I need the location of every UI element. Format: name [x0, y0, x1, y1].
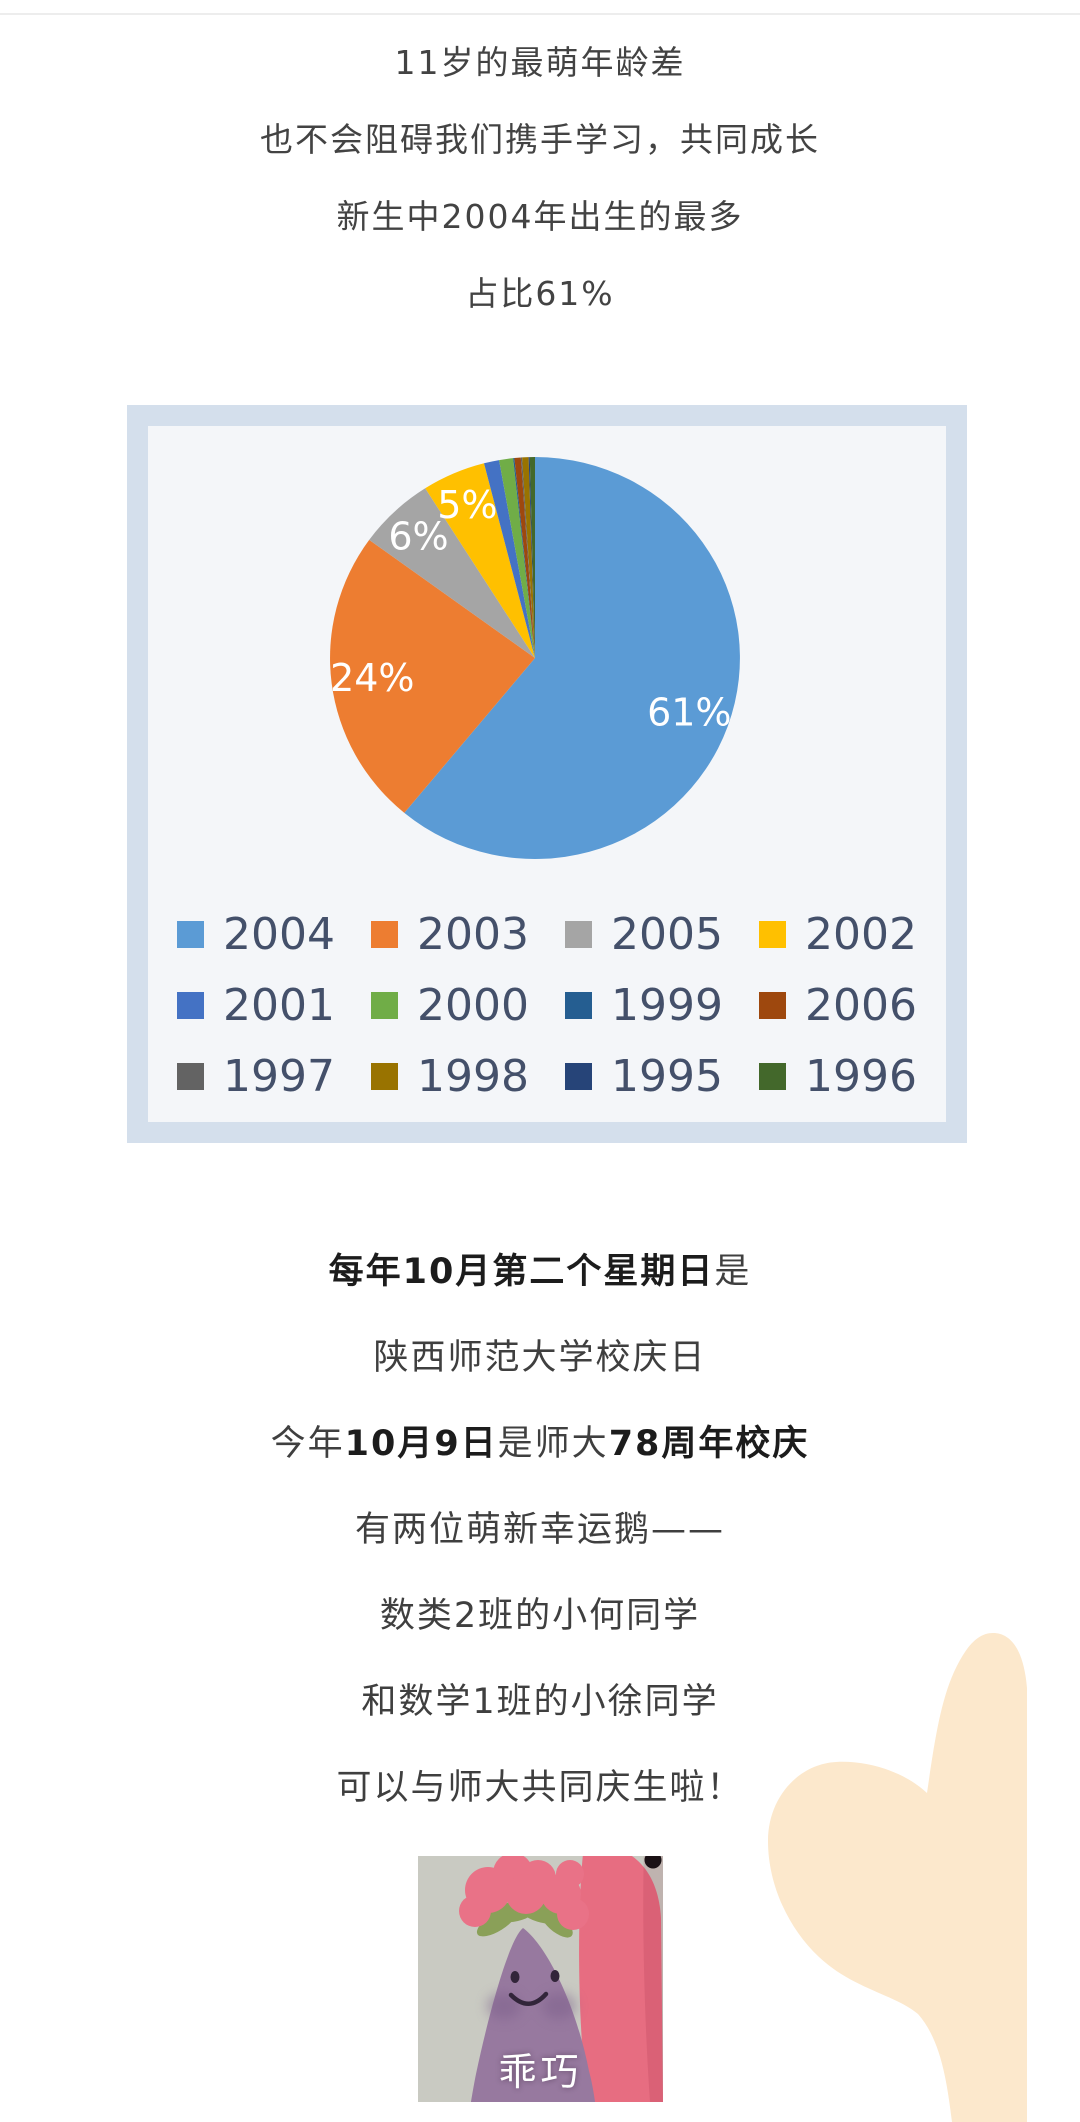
companion-plush — [579, 1856, 663, 2102]
legend-item-2005: 2005 — [565, 909, 759, 960]
intro-line: 也不会阻碍我们携手学习，共同成长 — [260, 120, 820, 159]
story-run: 今年 — [270, 1424, 345, 1464]
pie-slice-1997 — [520, 457, 535, 658]
blob-shape — [768, 1633, 1027, 2122]
legend-label: 2001 — [223, 980, 335, 1031]
story-run-bold: 每年10月第二个星期日 — [328, 1252, 715, 1292]
legend-swatch — [565, 921, 592, 948]
story-paragraph: 每年10月第二个星期日是陕西师范大学校庆日今年10月9日是师大78周年校庆有两位… — [0, 1229, 1080, 1831]
legend-label: 2006 — [805, 980, 917, 1031]
pie-slice-2004 — [404, 457, 740, 859]
pie-slice-1995 — [528, 457, 535, 658]
story-run-bold: 78周年校庆 — [608, 1424, 810, 1464]
legend-label: 2003 — [417, 909, 529, 960]
legend-item-2002: 2002 — [759, 909, 953, 960]
eggplant-body — [471, 1928, 595, 2102]
pie-slice-1998 — [522, 457, 535, 658]
legend-item-1997: 1997 — [177, 1051, 371, 1102]
story-run: 有两位萌新幸运鹅—— — [354, 1510, 725, 1550]
companion-shading — [643, 1856, 663, 2102]
legend-item-2001: 2001 — [177, 980, 371, 1031]
legend-swatch — [565, 992, 592, 1019]
story-line: 陕西师范大学校庆日 — [0, 1315, 1080, 1401]
legend-label: 2000 — [417, 980, 529, 1031]
legend-swatch — [371, 1063, 398, 1090]
legend-item-2003: 2003 — [371, 909, 565, 960]
legend-label: 2004 — [223, 909, 335, 960]
story-run: 可以与师大共同庆生啦！ — [336, 1768, 744, 1808]
intro-line: 11岁的最萌年龄差 — [394, 43, 686, 82]
companion-eye — [644, 1856, 662, 1869]
pie-slice-2002 — [425, 463, 535, 658]
legend-swatch — [759, 992, 786, 1019]
story-run: 是师大 — [497, 1424, 609, 1464]
pie-slice-1996 — [529, 457, 535, 658]
legend-swatch — [565, 1063, 592, 1090]
story-run-bold: 10月9日 — [344, 1424, 498, 1464]
legend-swatch — [759, 921, 786, 948]
legend-swatch — [759, 1063, 786, 1090]
birth-year-pie-chart-card[interactable]: 61% 24% 6% 5% 2004 2003 2005 2002 2001 2000 1999 2… — [127, 405, 967, 1143]
legend-item-2000: 2000 — [371, 980, 565, 1031]
intro-line: 占比61% — [465, 274, 615, 313]
eggplant-eyes — [510, 1970, 560, 1983]
pie-data-label-2005: 6% — [388, 514, 448, 558]
legend-item-2006: 2006 — [759, 980, 953, 1031]
legend-item-1998: 1998 — [371, 1051, 565, 1102]
legend-label: 1998 — [417, 1051, 529, 1102]
legend-item-1996: 1996 — [759, 1051, 953, 1102]
eggplant-sticker-photo[interactable]: 乖巧 — [418, 1856, 663, 2102]
pie-slice-1999 — [513, 458, 535, 658]
legend-swatch — [371, 921, 398, 948]
intro-line: 新生中2004年出生的最多 — [336, 197, 744, 236]
pie-data-label-2002: 5% — [437, 483, 497, 527]
fluffy-crown — [459, 1856, 589, 1930]
legend-label: 1997 — [223, 1051, 335, 1102]
legend-label: 2002 — [805, 909, 917, 960]
pie-legend: 2004 2003 2005 2002 2001 2000 1999 2006 1997 1998… — [177, 899, 953, 1112]
legend-label: 1995 — [611, 1051, 723, 1102]
story-line: 今年10月9日是师大78周年校庆 — [0, 1401, 1080, 1487]
legend-label: 1996 — [805, 1051, 917, 1102]
story-line: 每年10月第二个星期日是 — [0, 1229, 1080, 1315]
story-run: 陕西师范大学校庆日 — [373, 1338, 707, 1378]
story-run: 数类2班的小何同学 — [379, 1596, 701, 1636]
intro-paragraph: 11岁的最萌年龄差 也不会阻碍我们携手学习，共同成长 新生中2004年出生的最多… — [0, 24, 1080, 332]
pie-data-label-2004: 61% — [647, 691, 731, 735]
legend-swatch — [371, 992, 398, 1019]
legend-item-2004: 2004 — [177, 909, 371, 960]
eggplant-cheeks — [487, 1993, 576, 2019]
story-run: 是 — [714, 1252, 752, 1292]
pie-slice-2000 — [499, 458, 535, 658]
pie-slice-2006 — [514, 457, 535, 658]
pie-chart: 61% 24% 6%5% — [330, 457, 740, 859]
pie-data-label-2003: 24% — [330, 656, 414, 700]
pie-slice-2001 — [484, 460, 535, 658]
sticker-art — [418, 1856, 663, 2102]
legend-item-1999: 1999 — [565, 980, 759, 1031]
legend-swatch — [177, 992, 204, 1019]
story-line: 和数学1班的小徐同学 — [0, 1659, 1080, 1745]
legend-label: 1999 — [611, 980, 723, 1031]
pie-slice-2003 — [330, 539, 535, 813]
legend-swatch — [177, 921, 204, 948]
story-line: 有两位萌新幸运鹅—— — [0, 1487, 1080, 1573]
sticker-caption: 乖巧 — [498, 2050, 583, 2094]
top-divider — [0, 13, 1080, 15]
story-line: 可以与师大共同庆生啦！ — [0, 1745, 1080, 1831]
legend-item-1995: 1995 — [565, 1051, 759, 1102]
legend-swatch — [177, 1063, 204, 1090]
eggplant-smile — [508, 1991, 549, 2006]
pie-slice-2005 — [369, 488, 535, 658]
legend-label: 2005 — [611, 909, 723, 960]
story-run: 和数学1班的小徐同学 — [361, 1682, 719, 1722]
story-line: 数类2班的小何同学 — [0, 1573, 1080, 1659]
corner-blob-decoration — [768, 1633, 1027, 2122]
